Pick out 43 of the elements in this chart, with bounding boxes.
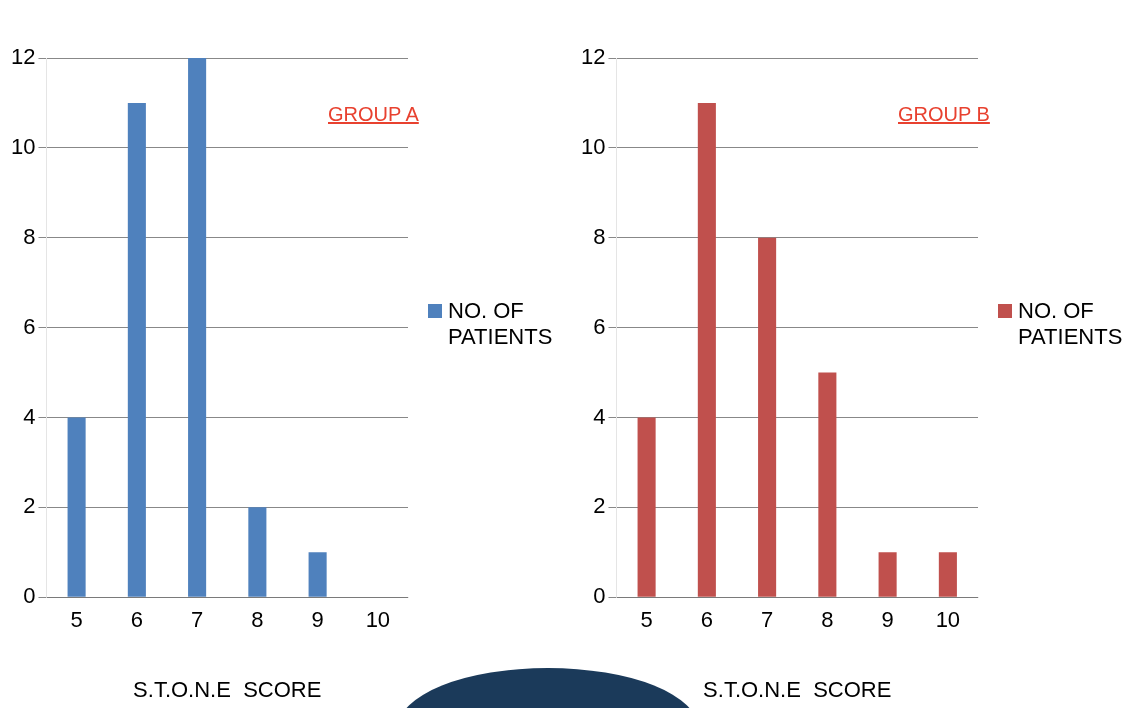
y-tick-label: 4: [593, 403, 606, 429]
annotation: GROUP B: [898, 103, 990, 126]
y-tick-label: 8: [593, 223, 606, 249]
bar: [127, 102, 146, 597]
x-tick-label: 5: [640, 607, 653, 633]
x-tick-label: 7: [760, 607, 774, 633]
bar: [818, 372, 837, 597]
y-tick-label: 10: [580, 133, 606, 159]
y-tick-label: 12: [10, 44, 36, 70]
y-tick-label: 0: [23, 583, 36, 609]
x-tick-label: 7: [190, 607, 204, 633]
x-tick-label: 8: [821, 607, 834, 633]
bar: [758, 237, 777, 597]
bar: [67, 417, 86, 597]
annotation: GROUP A: [328, 103, 419, 126]
y-tick-label: 6: [593, 313, 606, 339]
x-tick-label: 8: [251, 607, 264, 633]
bar: [248, 507, 267, 597]
y-tick-label: 8: [23, 223, 36, 249]
y-tick-label: 0: [593, 583, 606, 609]
bar: [637, 417, 656, 597]
y-tick-label: 12: [580, 44, 606, 70]
bar: [188, 58, 207, 597]
x-tick-label: 6: [700, 607, 713, 633]
x-tick-label: 9: [311, 607, 324, 633]
x-tick-label: 6: [130, 607, 143, 633]
bar: [697, 102, 716, 597]
x-tick-label: 5: [70, 607, 83, 633]
legend-label: NO. OF PATIENTS: [1018, 298, 1124, 350]
bar: [878, 552, 897, 597]
y-tick-label: 2: [593, 493, 606, 519]
legend-label: NO. OF PATIENTS: [448, 298, 554, 350]
y-tick-label: 10: [10, 133, 36, 159]
x-tick-label: 10: [935, 607, 961, 633]
y-tick-label: 2: [23, 493, 36, 519]
x-tick-label: 9: [881, 607, 894, 633]
x-tick-label: 10: [365, 607, 391, 633]
bar: [938, 552, 957, 597]
y-tick-label: 4: [23, 403, 36, 429]
bar: [308, 552, 327, 597]
x-axis-title: S.T.O.N.E SCORE: [133, 676, 322, 702]
x-axis-title: S.T.O.N.E SCORE: [703, 676, 892, 702]
y-tick-label: 6: [23, 313, 36, 339]
